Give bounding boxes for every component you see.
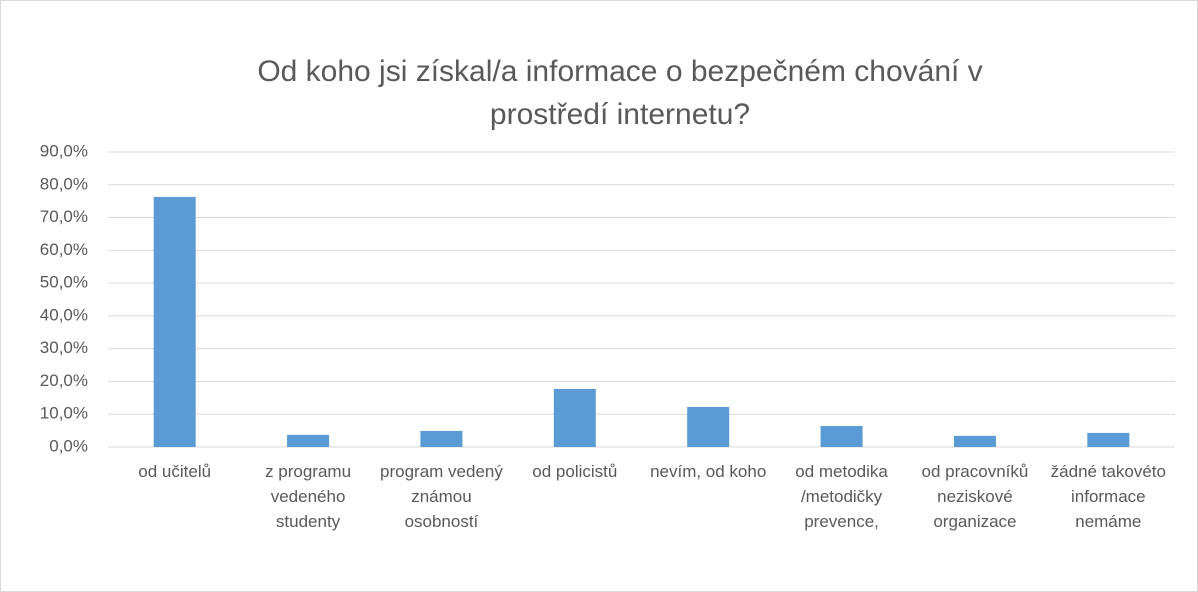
bar [1087,432,1130,447]
x-tick-label: žádné takovéto informace nemáme [1050,462,1166,531]
y-tick-label: 90,0% [40,141,88,160]
y-tick-label: 20,0% [40,371,88,390]
bar [153,196,196,447]
y-tick-label: 60,0% [40,240,88,259]
y-tick-label: 40,0% [40,305,88,324]
chart-title: Od koho jsi získal/a informace o bezpečn… [257,55,983,131]
y-tick-label: 50,0% [40,273,88,292]
bar [687,407,730,447]
y-tick-label: 80,0% [40,174,88,193]
bar [287,434,330,447]
y-tick-label: 10,0% [40,404,88,423]
x-tick-label: nevím, od koho [650,462,767,481]
x-tick-label: program vedený známou osobností [380,462,503,531]
x-tick-label: od policistů [532,462,618,481]
bar [820,426,863,447]
x-tick-label: od pracovníků neziskové organizace [921,462,1029,531]
bar [553,388,596,447]
bar [420,430,463,447]
x-tick-label: od učitelů [138,462,212,481]
y-tick-label: 70,0% [40,207,88,226]
x-tick-label: z programu vedeného studenty [265,462,352,531]
x-tick-label: od metodika /metodičky prevence, [795,462,888,531]
y-tick-label: 0,0% [49,436,88,455]
y-tick-label: 30,0% [40,338,88,357]
bar [953,435,996,447]
